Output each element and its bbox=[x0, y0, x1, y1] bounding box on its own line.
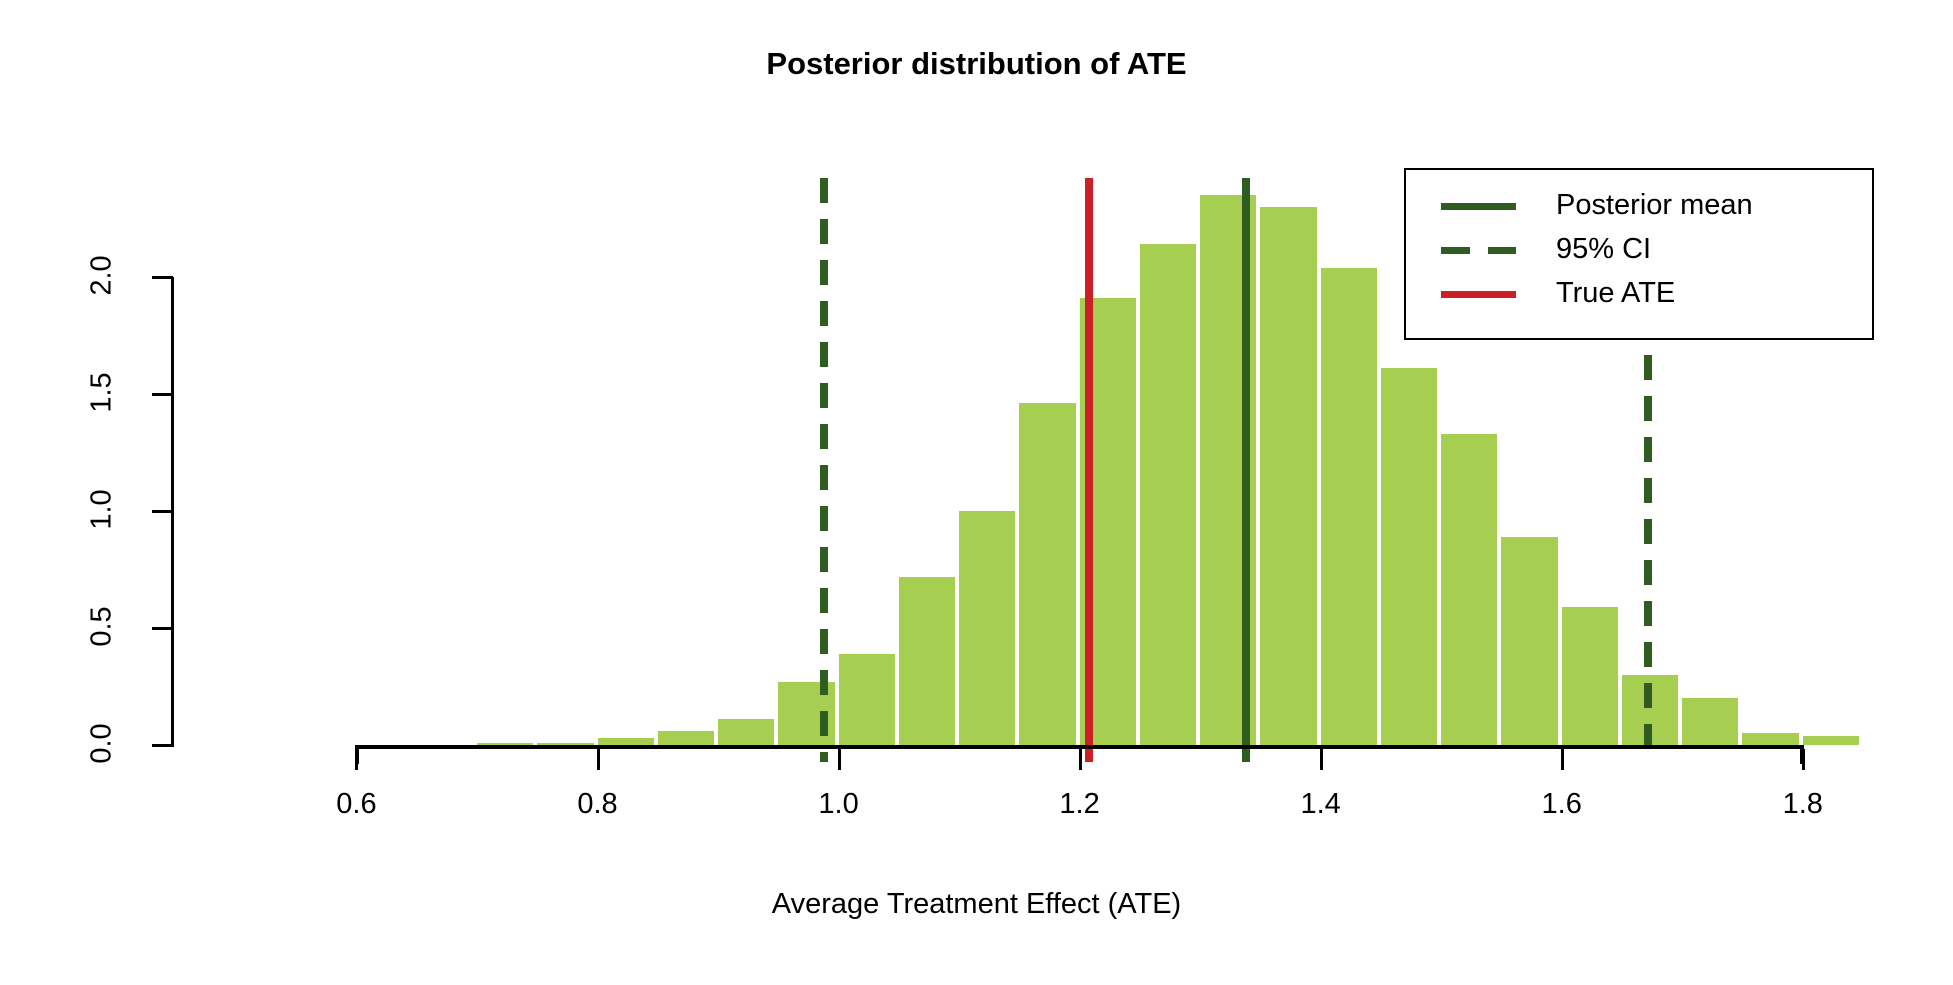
histogram-bar bbox=[657, 730, 715, 745]
histogram-bar bbox=[1139, 244, 1197, 745]
chart-title: Posterior distribution of ATE bbox=[766, 46, 1187, 81]
legend-label: Posterior mean bbox=[1556, 189, 1753, 221]
histogram-bar bbox=[838, 653, 895, 745]
y-axis-tick bbox=[152, 393, 173, 396]
histogram-bar bbox=[537, 742, 594, 745]
legend-label: True ATE bbox=[1556, 277, 1676, 309]
y-axis-tick bbox=[152, 276, 173, 279]
y-axis-tick-label: 0.0 bbox=[85, 723, 118, 764]
histogram-bar bbox=[1260, 206, 1317, 745]
legend-entry: 95% CI bbox=[1406, 228, 1876, 272]
histogram-bar bbox=[1561, 606, 1618, 745]
legend-entry: Posterior mean bbox=[1406, 184, 1876, 228]
x-axis-tick bbox=[1801, 749, 1805, 770]
histogram-bar bbox=[718, 719, 775, 745]
histogram-bar bbox=[1380, 368, 1438, 745]
x-axis-tick-label: 1.8 bbox=[1782, 788, 1823, 820]
histogram-bar bbox=[1320, 267, 1377, 745]
x-axis-tick bbox=[355, 749, 359, 770]
y-axis-tick bbox=[152, 510, 173, 513]
posterior-mean-line bbox=[1241, 178, 1250, 762]
histogram-bar bbox=[1682, 698, 1739, 745]
histogram-bar bbox=[959, 511, 1016, 745]
histogram-bar bbox=[597, 737, 654, 745]
histogram-bar bbox=[1501, 536, 1558, 745]
y-axis-tick bbox=[152, 744, 173, 747]
x-axis-tick-label: 1.4 bbox=[1300, 788, 1341, 820]
x-axis-tick bbox=[1078, 749, 1082, 770]
x-axis-tick-label: 1.0 bbox=[818, 788, 859, 820]
legend: Posterior mean 95% CI True ATE bbox=[1404, 168, 1874, 340]
x-axis-tick-label: 1.2 bbox=[1059, 788, 1100, 820]
x-axis-line bbox=[355, 745, 1804, 749]
x-axis-label: Average Treatment Effect (ATE) bbox=[771, 888, 1182, 920]
y-axis-tick-label: 2.0 bbox=[85, 255, 118, 296]
legend-key-solid bbox=[1441, 291, 1516, 298]
true-ate-line bbox=[1085, 178, 1094, 762]
x-axis-tick-label: 0.6 bbox=[336, 788, 377, 820]
histogram-bar bbox=[898, 576, 956, 745]
x-axis-tick bbox=[1560, 749, 1564, 770]
histogram-bar bbox=[1441, 433, 1498, 745]
x-axis-tick bbox=[596, 749, 600, 770]
histogram-bar bbox=[477, 742, 534, 745]
ci-upper-line bbox=[1644, 355, 1653, 762]
y-axis-tick-label: 1.0 bbox=[85, 489, 118, 530]
x-axis-tick bbox=[1319, 749, 1323, 770]
legend-entry: True ATE bbox=[1406, 272, 1876, 316]
y-axis-tick bbox=[152, 627, 173, 630]
histogram-bar bbox=[1742, 733, 1799, 745]
x-axis-tick-label: 1.6 bbox=[1541, 788, 1582, 820]
ci-lower-line bbox=[820, 178, 829, 762]
x-axis-tick bbox=[837, 749, 841, 770]
y-axis-tick-label: 1.5 bbox=[85, 372, 118, 413]
legend-label: 95% CI bbox=[1556, 233, 1652, 265]
x-axis-tick-label: 0.8 bbox=[577, 788, 618, 820]
legend-key-solid bbox=[1441, 203, 1516, 210]
y-axis-tick-label: 0.5 bbox=[85, 606, 118, 647]
legend-key-dashed bbox=[1441, 247, 1516, 254]
histogram-bar bbox=[1019, 403, 1076, 745]
histogram-bar bbox=[1802, 735, 1859, 745]
